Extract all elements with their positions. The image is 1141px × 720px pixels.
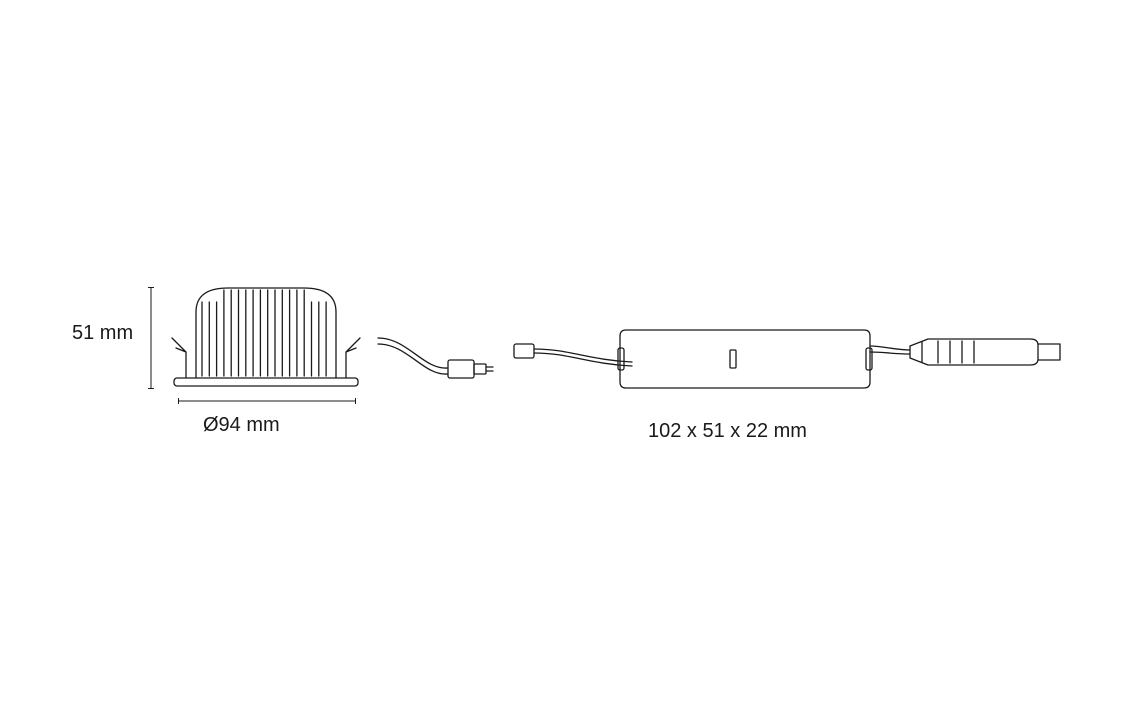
height-dimension-bar	[148, 287, 154, 389]
wire-downlight-to-connector-icon	[378, 330, 493, 385]
diameter-dimension-bar	[178, 398, 356, 404]
diameter-label: Ø94 mm	[203, 414, 280, 437]
led-driver-icon	[620, 328, 870, 390]
wire-driver-to-plug-icon	[870, 340, 910, 360]
wire-connector-to-driver-icon	[514, 340, 634, 375]
driver-dimensions-label: 102 x 51 x 22 mm	[648, 420, 807, 443]
downlight-icon	[168, 282, 378, 390]
mains-connector-icon	[910, 336, 1065, 368]
diagram-root: 51 mm Ø94 mm 102 x 51 x 22 mm	[0, 0, 1141, 720]
height-label: 51 mm	[72, 322, 133, 345]
